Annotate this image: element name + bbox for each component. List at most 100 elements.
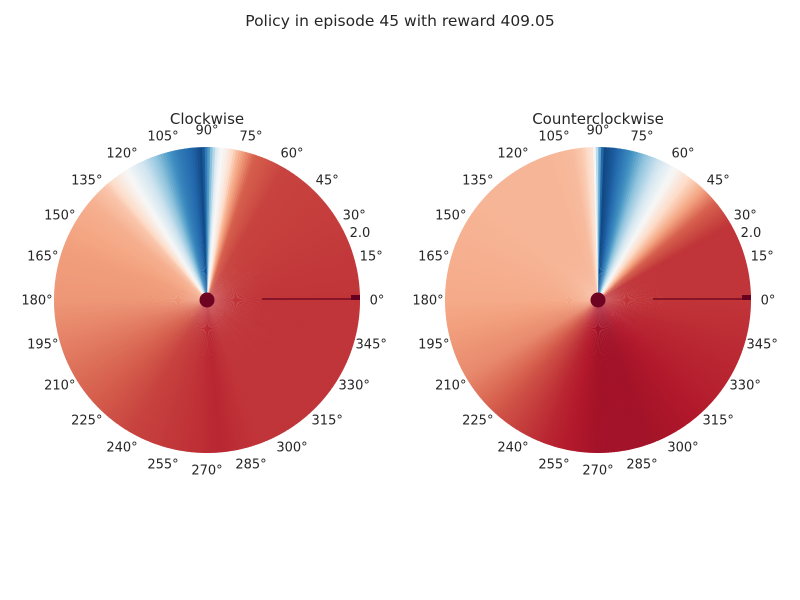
heatmap-wedge <box>207 300 359 325</box>
heatmap-wedge <box>127 167 207 300</box>
heatmap-wedge <box>598 300 750 325</box>
heatmap-wedge <box>598 300 751 309</box>
heatmap-wedge <box>598 300 707 411</box>
heatmap-wedge <box>125 168 207 300</box>
heatmap-wedge <box>207 216 337 300</box>
heatmap-wedge <box>598 152 644 300</box>
heatmap-wedge <box>207 161 275 300</box>
heatmap-wedge <box>598 153 646 300</box>
heatmap-wedge <box>509 300 598 428</box>
heatmap-wedge <box>207 180 306 300</box>
heatmap-wedge <box>134 300 207 437</box>
heatmap-wedge <box>598 187 705 300</box>
heatmap-wedge <box>207 300 333 391</box>
heatmap-wedge <box>55 275 208 300</box>
heatmap-wedge <box>151 300 207 444</box>
heatmap-wedge <box>55 273 207 300</box>
heatmap-wedge <box>598 207 723 300</box>
angle-tick-label: 210° <box>44 379 75 394</box>
heatmap-wedge <box>207 300 308 418</box>
angle-tick-label: 150° <box>44 209 75 224</box>
heatmap-wedge <box>56 267 207 300</box>
heatmap-wedge <box>207 191 318 300</box>
heatmap-wedge <box>485 193 598 300</box>
heatmap-wedge <box>108 300 207 420</box>
heatmap-wedge <box>87 300 207 399</box>
heatmap-wedge <box>207 148 234 300</box>
heatmap-wedge <box>507 174 598 300</box>
heatmap-wedge <box>207 300 360 320</box>
heatmap-wedge <box>598 300 741 361</box>
heatmap-wedge <box>598 155 651 300</box>
heatmap-wedge <box>207 300 306 420</box>
heatmap-wedge <box>598 211 726 300</box>
angle-tick-label: 90° <box>195 124 218 139</box>
heatmap-wedge <box>598 179 695 300</box>
heatmap-wedge <box>491 300 598 413</box>
heatmap-wedge <box>57 265 208 300</box>
heatmap-wedge <box>598 300 751 314</box>
heatmap-wedge <box>207 147 221 300</box>
heatmap-wedge <box>207 172 296 300</box>
heatmap-wedge <box>598 172 687 300</box>
heatmap-wedge <box>130 300 207 435</box>
heatmap-wedge <box>598 193 711 300</box>
heatmap-wedge <box>598 218 730 300</box>
heatmap-wedge <box>497 300 598 418</box>
heatmap-wedge <box>207 300 358 333</box>
heatmap-wedge <box>84 205 207 300</box>
heatmap-wedge <box>473 300 598 393</box>
heatmap-wedge <box>60 252 207 300</box>
heatmap-wedge <box>207 209 333 300</box>
angle-tick-label: 255° <box>147 458 178 473</box>
heatmap-wedge <box>598 300 687 428</box>
heatmap-wedge <box>547 300 598 446</box>
heatmap-wedge <box>112 300 207 423</box>
heatmap-wedge <box>598 162 668 300</box>
heatmap-wedge <box>449 260 598 300</box>
heatmap-wedge <box>116 300 207 426</box>
heatmap-wedge <box>472 209 598 300</box>
heatmap-wedge <box>207 148 229 300</box>
heatmap-wedge <box>207 300 337 384</box>
heatmap-wedge <box>598 300 711 407</box>
heatmap-wedge <box>598 148 625 300</box>
heatmap-wedge <box>69 230 207 300</box>
heatmap-wedge <box>207 220 340 300</box>
heatmap-wedge <box>454 244 598 300</box>
angle-tick-label: 180° <box>21 294 52 309</box>
angle-tick-label: 315° <box>703 414 734 429</box>
heatmap-wedge <box>207 300 302 423</box>
angle-tick-label: 120° <box>497 146 528 161</box>
heatmap-wedge <box>207 163 280 300</box>
angle-tick-label: 150° <box>435 209 466 224</box>
heatmap-wedge <box>598 147 604 300</box>
heatmap-wedge <box>207 300 360 306</box>
heatmap-wedge <box>207 300 300 425</box>
heatmap-wedge <box>470 300 598 389</box>
angle-tick-label: 75° <box>630 129 653 144</box>
heatmap-wedge <box>207 300 296 428</box>
heatmap-wedge <box>485 300 598 407</box>
heatmap-wedge <box>598 184 701 300</box>
heatmap-wedge <box>207 300 312 414</box>
heatmap-wedge <box>453 247 598 300</box>
heatmap-wedge <box>207 300 345 370</box>
heatmap-wedge <box>161 300 207 448</box>
radial-marker-tip <box>742 295 751 300</box>
heatmap-wedge <box>79 300 207 389</box>
heatmap-wedge <box>77 300 207 384</box>
heatmap-wedge <box>598 167 678 300</box>
angle-tick-label: 105° <box>147 129 178 144</box>
heatmap-wedge <box>598 300 682 430</box>
heatmap-wedge <box>598 147 607 300</box>
heatmap-wedge <box>493 300 598 414</box>
heatmap-wedge <box>598 148 620 300</box>
angle-tick-label: 300° <box>276 441 307 456</box>
heatmap-wedge <box>71 225 207 300</box>
heatmap-wedge <box>67 234 207 300</box>
heatmap-wedge <box>91 197 207 300</box>
heatmap-wedge <box>207 300 352 353</box>
angle-tick-label: 30° <box>343 209 366 224</box>
heatmap-wedge <box>448 262 598 300</box>
